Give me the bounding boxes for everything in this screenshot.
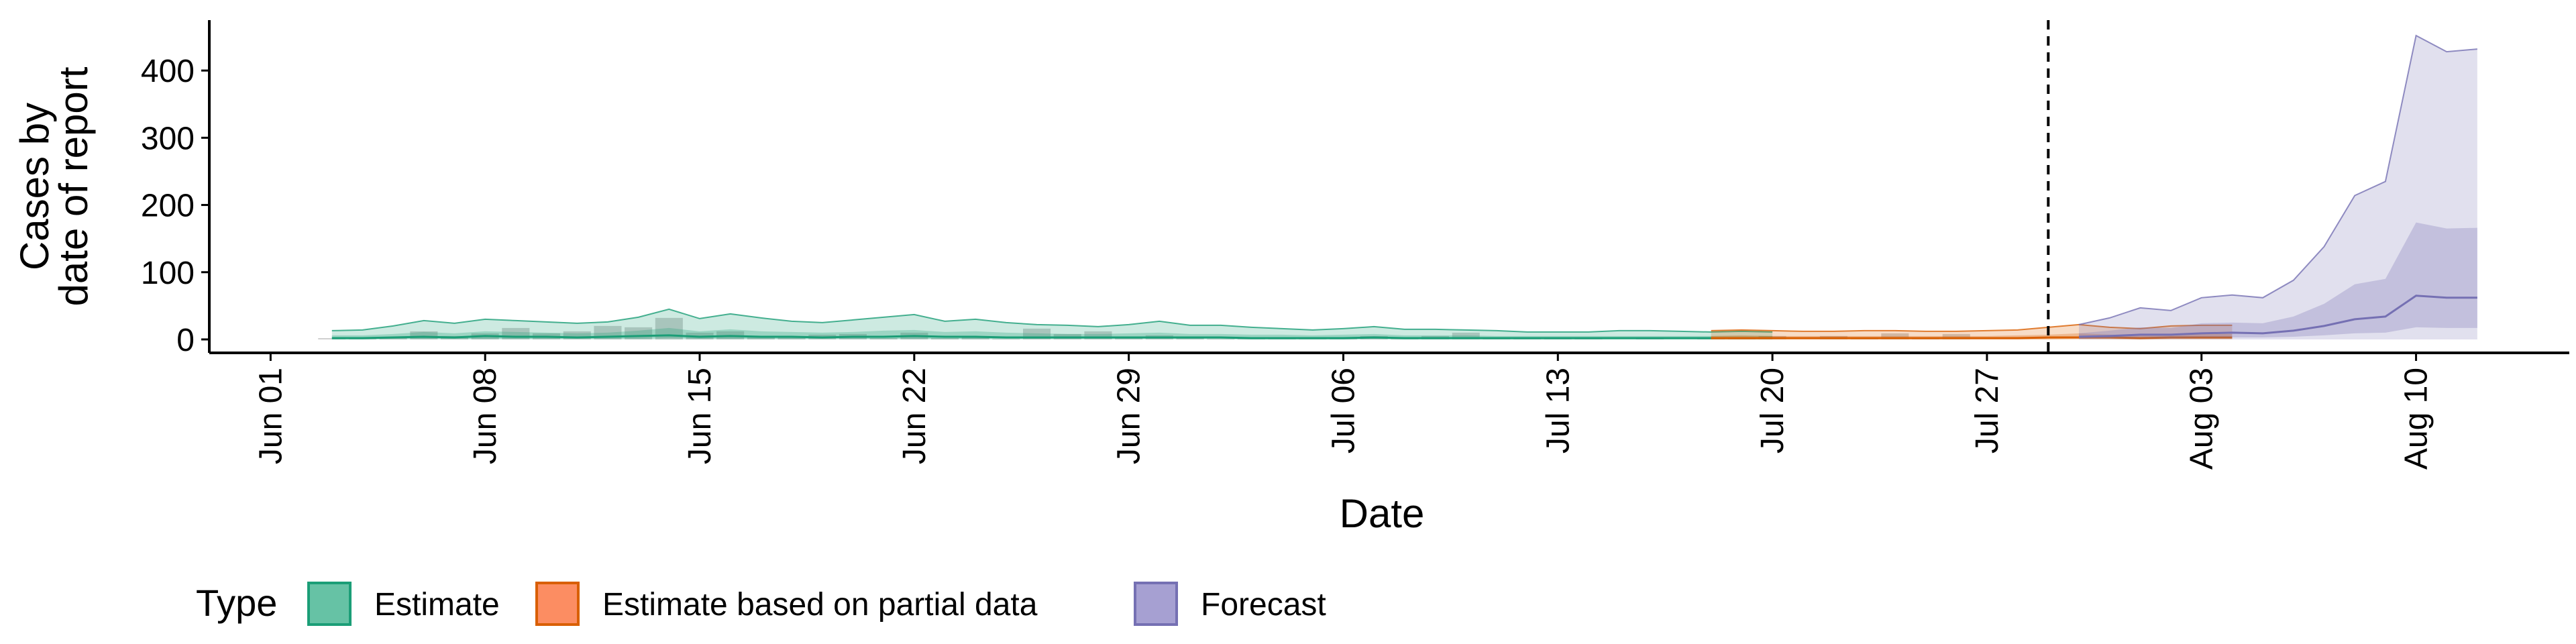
x-tick-label: Jul 06 xyxy=(1326,368,1362,453)
x-tick-label: Jul 27 xyxy=(1970,368,2005,453)
x-tick-label: Aug 10 xyxy=(2399,368,2434,470)
y-tick-label: 0 xyxy=(176,323,195,358)
y-axis-title-line: date of report xyxy=(51,66,96,306)
observed-bar xyxy=(931,338,959,339)
y-tick-label: 400 xyxy=(141,54,195,89)
observed-bar xyxy=(379,338,407,339)
y-tick-label: 100 xyxy=(141,256,195,291)
legend-key xyxy=(1134,582,1178,626)
x-tick-label: Jun 01 xyxy=(253,368,288,464)
series-2-ribbon-90-edge xyxy=(2078,34,2477,325)
y-tick-label: 300 xyxy=(141,121,195,156)
x-tick-label: Jun 15 xyxy=(682,368,718,464)
legend-label: Estimate xyxy=(374,587,500,623)
observed-bar xyxy=(747,337,775,339)
x-tick-label: Jun 29 xyxy=(1112,368,1147,464)
x-tick-label: Jul 20 xyxy=(1755,368,1790,453)
axes-layer: 0 100 200 300 400 Jun 01 Jun 08 Jun 15 Jun 22 Jun… xyxy=(141,20,2569,470)
series-0-ribbon-90-edge xyxy=(331,308,1773,333)
x-axis-title: Date xyxy=(1340,491,1425,536)
x-tick-label: Aug 03 xyxy=(2184,368,2220,470)
legend-label: Estimate based on partial data xyxy=(602,587,1038,623)
observed-bar xyxy=(869,338,898,339)
x-tick-label: Jun 08 xyxy=(468,368,503,464)
series-2-ribbon-50 xyxy=(2079,222,2477,339)
observed-bar xyxy=(777,337,806,339)
series-1-median-line xyxy=(1711,336,2233,339)
observed-bar xyxy=(961,337,989,339)
observed-bar xyxy=(1881,333,1909,339)
series-0-median-line xyxy=(331,334,1773,339)
legend-title: Type xyxy=(196,582,277,624)
legend-key xyxy=(307,582,352,626)
observed-bar xyxy=(318,338,346,339)
series-2-ribbon-90 xyxy=(2079,36,2477,339)
series-ribbons-layer xyxy=(331,34,2477,339)
y-axis-title: Cases bydate of report xyxy=(12,66,96,306)
observed-bar xyxy=(1942,333,1970,339)
x-tick-label: Jun 22 xyxy=(897,368,932,464)
y-axis-title-line: Cases by xyxy=(12,103,57,270)
series-1-ribbon-90-edge xyxy=(1711,323,2233,332)
y-tick-label: 200 xyxy=(141,189,195,224)
observed-bar xyxy=(1452,332,1480,339)
legend-key xyxy=(535,582,580,626)
x-tick-label: Jul 13 xyxy=(1540,368,1576,453)
legend-label: Forecast xyxy=(1201,587,1326,623)
series-2-median-line xyxy=(2078,294,2477,338)
legend: Type Estimate Estimate based on partial da… xyxy=(196,582,1326,626)
